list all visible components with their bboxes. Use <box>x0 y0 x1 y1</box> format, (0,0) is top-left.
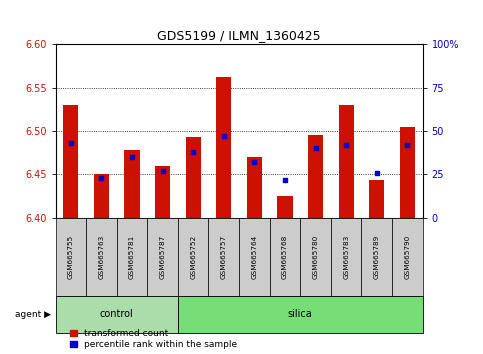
Point <box>220 133 227 139</box>
Bar <box>247 157 262 218</box>
Text: GSM665790: GSM665790 <box>404 234 411 279</box>
Bar <box>94 175 109 218</box>
Text: GSM665752: GSM665752 <box>190 234 196 279</box>
Point <box>373 170 381 176</box>
Point <box>159 168 167 174</box>
Bar <box>63 105 78 218</box>
Text: silica: silica <box>288 309 313 319</box>
Point <box>98 175 105 181</box>
Point <box>67 140 75 146</box>
Text: GSM665789: GSM665789 <box>374 234 380 279</box>
Point <box>403 142 411 148</box>
Text: GSM665780: GSM665780 <box>313 234 319 279</box>
Bar <box>339 105 354 218</box>
Text: GSM665764: GSM665764 <box>251 234 257 279</box>
Bar <box>277 196 293 218</box>
Point <box>189 149 197 155</box>
Point <box>128 154 136 160</box>
Bar <box>185 137 201 218</box>
Bar <box>216 77 231 218</box>
Text: GSM665763: GSM665763 <box>99 234 104 279</box>
Point <box>251 159 258 165</box>
Text: GSM665768: GSM665768 <box>282 234 288 279</box>
Text: GSM665781: GSM665781 <box>129 234 135 279</box>
Text: GSM665755: GSM665755 <box>68 234 74 279</box>
Text: control: control <box>100 309 134 319</box>
Text: GDS5199 / ILMN_1360425: GDS5199 / ILMN_1360425 <box>157 29 321 42</box>
Bar <box>155 166 170 218</box>
Text: GSM665783: GSM665783 <box>343 234 349 279</box>
Point <box>342 142 350 148</box>
Bar <box>125 150 140 218</box>
Text: GSM665787: GSM665787 <box>159 234 166 279</box>
Bar <box>308 135 323 218</box>
Point <box>312 145 319 151</box>
Text: GSM665757: GSM665757 <box>221 234 227 279</box>
Bar <box>369 181 384 218</box>
Text: agent ▶: agent ▶ <box>14 310 51 319</box>
Point <box>281 177 289 182</box>
Bar <box>400 127 415 218</box>
Legend: transformed count, percentile rank within the sample: transformed count, percentile rank withi… <box>70 329 237 349</box>
